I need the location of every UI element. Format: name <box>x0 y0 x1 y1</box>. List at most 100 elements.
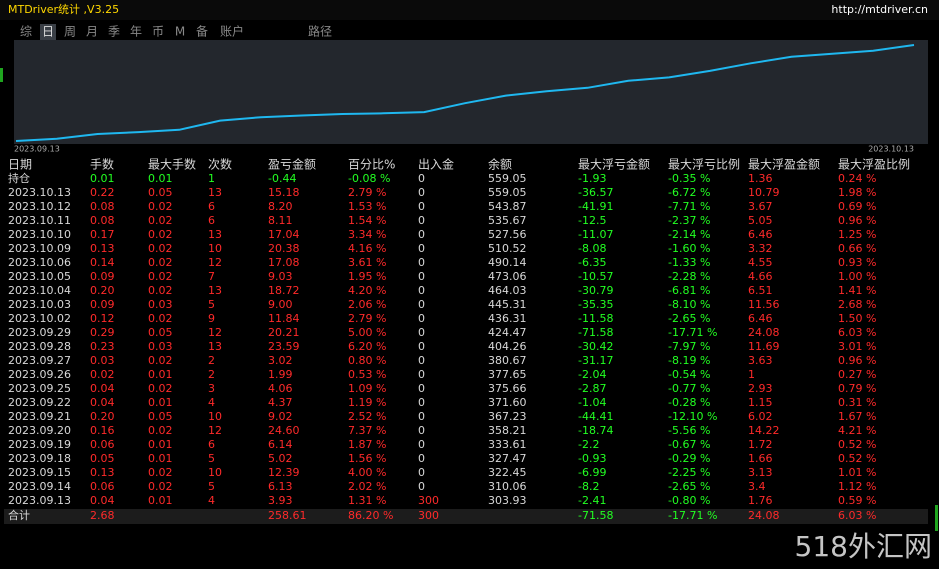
cell: 0.02 <box>148 242 173 255</box>
cell: -17.71 % <box>668 326 717 339</box>
cell: 0.52 % <box>838 438 876 451</box>
tab[interactable]: 综 <box>20 25 32 39</box>
cell: -30.79 <box>578 284 613 297</box>
total-cell: 合计 <box>8 508 30 522</box>
cell: 0.03 <box>90 354 115 367</box>
cell: 559.05 <box>488 186 527 199</box>
tab[interactable]: 年 <box>130 25 142 39</box>
cell: 5 <box>208 480 215 493</box>
column-header: 手数 <box>90 157 114 172</box>
cell: 1.25 % <box>838 228 876 241</box>
cell: 1.19 % <box>348 396 386 409</box>
cell: 4.06 <box>268 382 293 395</box>
cell: -0.77 % <box>668 382 710 395</box>
column-header: 盈亏金额 <box>268 157 316 172</box>
cell: 1 <box>208 172 215 185</box>
tab[interactable]: 季 <box>108 25 120 39</box>
cell: 0.04 <box>90 396 115 409</box>
cell: -12.10 % <box>668 410 717 423</box>
cell: 11.69 <box>748 340 780 353</box>
cell: -0.80 % <box>668 494 710 507</box>
cell: 2.79 % <box>348 312 386 325</box>
cell: 0.02 <box>148 214 173 227</box>
cell: 0.08 <box>90 200 115 213</box>
cell: 24.08 <box>748 326 780 339</box>
cell: -1.60 % <box>668 242 710 255</box>
cell: 0 <box>418 396 425 409</box>
cell: 0.14 <box>90 256 115 269</box>
cell: -8.2 <box>578 480 599 493</box>
cell: -8.19 % <box>668 354 710 367</box>
cell: -0.54 % <box>668 368 710 381</box>
cell: 464.03 <box>488 284 527 297</box>
cell: 10 <box>208 242 222 255</box>
cell: -0.08 % <box>348 172 390 185</box>
cell: -1.04 <box>578 396 606 409</box>
tab[interactable]: 账户 <box>220 24 244 39</box>
cell: 310.06 <box>488 480 527 493</box>
cell: 4 <box>208 494 215 507</box>
cell: 1.76 <box>748 494 773 507</box>
cell: -7.97 % <box>668 340 710 353</box>
cell: -18.74 <box>578 424 613 437</box>
cell: 1.15 <box>748 396 773 409</box>
tab[interactable]: 日 <box>42 25 54 39</box>
cell: 2.02 % <box>348 480 386 493</box>
column-header: 最大浮亏金额 <box>578 157 650 172</box>
cell: 1.98 % <box>838 186 876 199</box>
cell: 535.67 <box>488 214 527 227</box>
column-header: 次数 <box>208 157 232 172</box>
cell: 13 <box>208 186 222 199</box>
row-date: 2023.10.11 <box>8 214 71 227</box>
cell: 8.11 <box>268 214 293 227</box>
cell: 5 <box>208 298 215 311</box>
cell: 3.01 % <box>838 340 876 353</box>
cell: 0.09 <box>90 298 115 311</box>
column-header: 最大浮盈金额 <box>748 157 820 172</box>
cell: 0.05 <box>148 410 173 423</box>
row-date: 2023.09.21 <box>8 410 71 423</box>
tab[interactable]: 备 <box>196 25 208 39</box>
cell: -30.42 <box>578 340 613 353</box>
total-cell: 2.68 <box>90 509 115 522</box>
cell: 4 <box>208 396 215 409</box>
cell: 1.09 % <box>348 382 386 395</box>
edge-marker <box>935 505 938 531</box>
cell: 0.31 % <box>838 396 876 409</box>
chart-end-label: 2023.10.13 <box>868 145 914 154</box>
cell: 17.08 <box>268 256 300 269</box>
cell: 0 <box>418 326 425 339</box>
cell: -6.99 <box>578 466 606 479</box>
cell: 6.03 % <box>838 326 876 339</box>
cell: 473.06 <box>488 270 527 283</box>
cell: 380.67 <box>488 354 527 367</box>
total-cell: 300 <box>418 509 439 522</box>
total-cell: 86.20 % <box>348 509 393 522</box>
cell: 0.02 <box>148 382 173 395</box>
total-cell: 258.61 <box>268 509 307 522</box>
column-header: 最大浮盈比例 <box>838 158 910 172</box>
total-cell: 24.08 <box>748 509 780 522</box>
cell: 0.23 <box>90 340 115 353</box>
tab[interactable]: 币 <box>152 25 164 39</box>
tab[interactable]: 路径 <box>308 24 332 39</box>
tab[interactable]: 周 <box>64 25 76 39</box>
cell: -1.93 <box>578 172 606 185</box>
row-date: 2023.09.19 <box>8 438 71 451</box>
row-date: 2023.10.09 <box>8 242 71 255</box>
tab[interactable]: 月 <box>86 25 98 39</box>
cell: 0.02 <box>148 312 173 325</box>
cell: 0.53 % <box>348 368 386 381</box>
cell: 13 <box>208 340 222 353</box>
cell: 322.45 <box>488 466 527 479</box>
cell: 9.02 <box>268 410 293 423</box>
cell: 13 <box>208 284 222 297</box>
cell: 1.56 % <box>348 452 386 465</box>
cell: -36.57 <box>578 186 613 199</box>
cell: 303.93 <box>488 494 527 507</box>
cell: 5.02 <box>268 452 293 465</box>
tab[interactable]: M <box>175 25 185 39</box>
cell: 559.05 <box>488 172 527 185</box>
cell: 4.20 % <box>348 284 386 297</box>
